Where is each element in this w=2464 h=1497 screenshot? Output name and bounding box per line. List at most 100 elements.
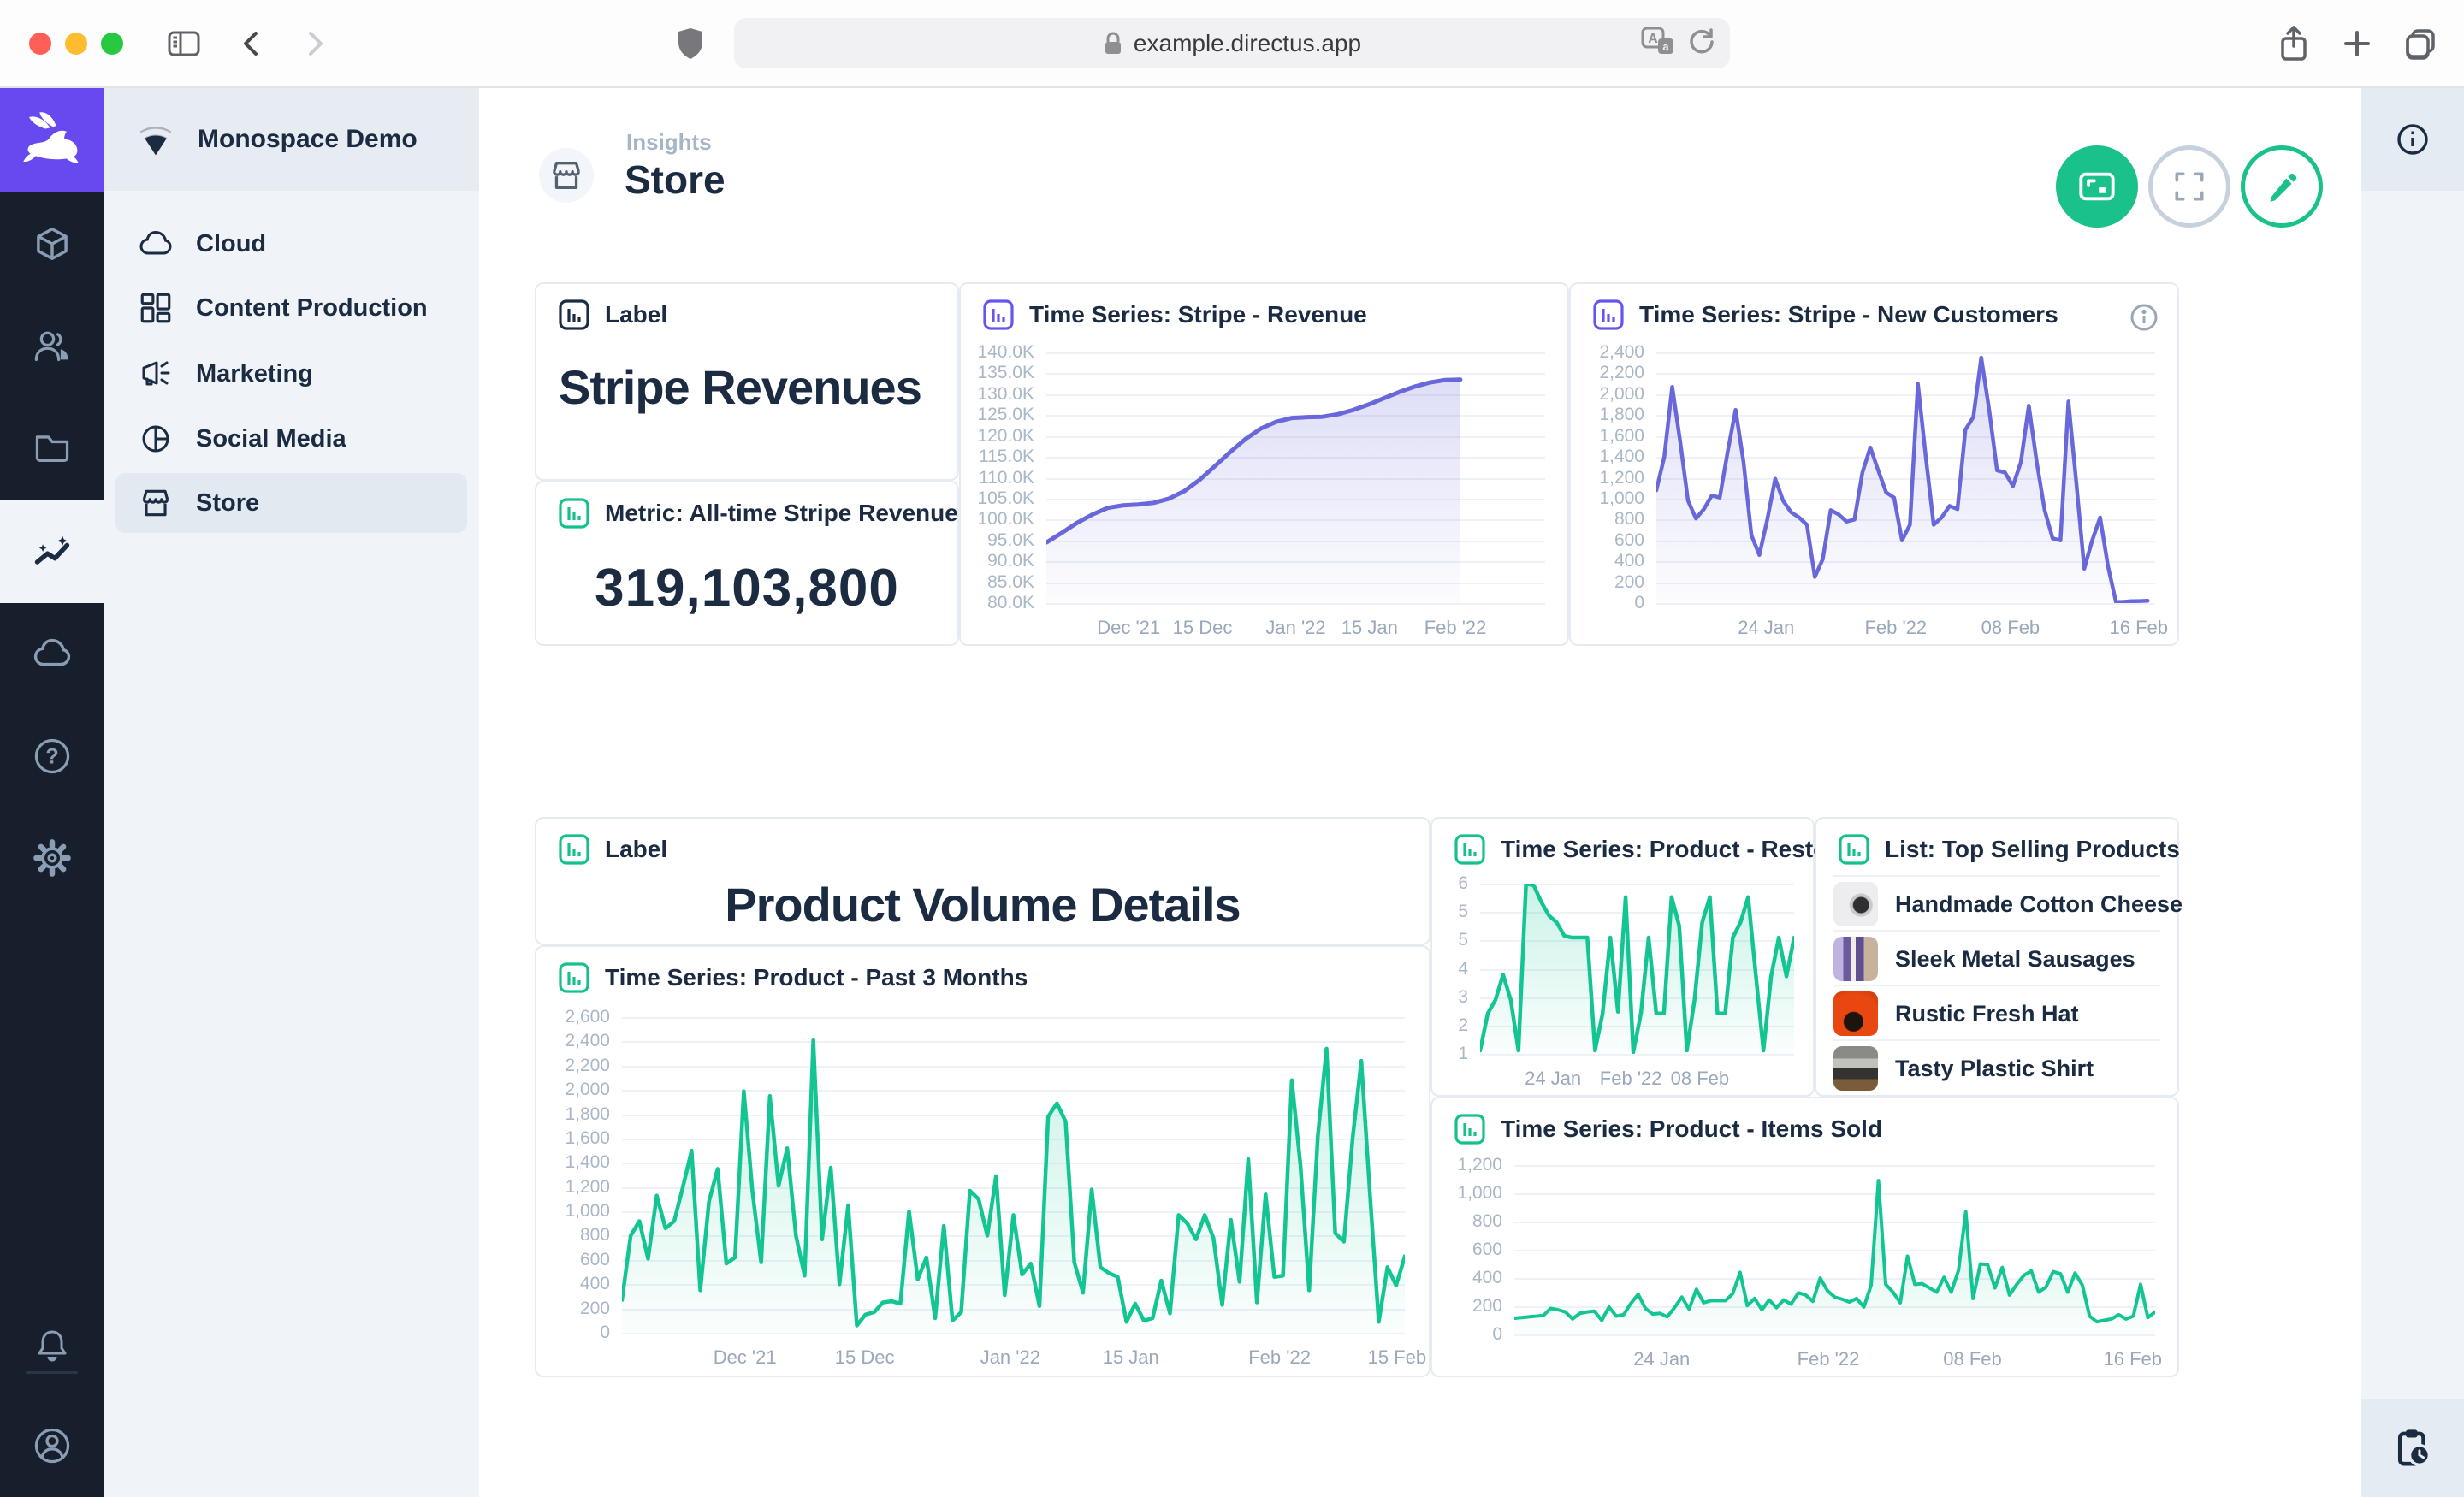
y-axis-label: 0 [1442, 1324, 1502, 1345]
present-button[interactable] [2056, 145, 2138, 228]
module-users[interactable] [0, 294, 104, 397]
y-axis-label: 200 [1442, 1296, 1502, 1317]
panel-ts-past-3-months[interactable]: Time Series: Product - Past 3 Months 2,6… [535, 945, 1430, 1377]
y-axis-label: 2,400 [550, 1031, 610, 1051]
module-bar: ? [0, 88, 104, 1497]
y-axis-label: 2,200 [1584, 363, 1644, 383]
share-icon[interactable] [2272, 22, 2315, 65]
panel-label-product[interactable]: Label Product Volume Details [535, 817, 1430, 945]
list-item[interactable]: Handmade Cotton Cheese [1833, 875, 2160, 932]
list-item[interactable]: Rustic Fresh Hat [1833, 985, 2160, 1041]
project-header[interactable]: Monospace Demo [104, 88, 479, 191]
y-axis-label: 5 [1408, 902, 1468, 922]
y-axis-label: 2,000 [550, 1080, 610, 1100]
panel-ts-restocks[interactable]: Time Series: Product - Restocks 65543212… [1430, 817, 1815, 1097]
sidebar-item-label: Store [196, 489, 259, 518]
bell-icon [33, 1326, 71, 1364]
x-axis-label: Feb '22 [1248, 1346, 1311, 1369]
panel-metric-revenues[interactable]: Metric: All-time Stripe Revenues 319,103… [535, 481, 959, 646]
items-sold-chart: 1,2001,000800600400200024 JanFeb '2208 F… [1446, 1158, 2160, 1370]
close-window-button[interactable] [29, 33, 51, 55]
activity-log-button[interactable] [2361, 1399, 2464, 1497]
gridline [1656, 603, 2155, 605]
lock-icon [1103, 31, 1123, 56]
y-axis-label: 0 [550, 1322, 610, 1343]
modbar-divider [26, 1371, 78, 1374]
x-axis-label: 15 Dec [835, 1346, 895, 1369]
x-axis-label: 08 Feb [1981, 617, 2040, 639]
new-tab-icon[interactable] [2336, 22, 2378, 65]
list-item[interactable]: Tasty Plastic Shirt [1833, 1039, 2160, 1096]
module-files[interactable] [0, 396, 104, 499]
back-icon[interactable] [231, 22, 274, 65]
url-bar[interactable]: example.directus.app Aa [734, 18, 1730, 68]
y-axis-label: 125.0K [974, 405, 1034, 425]
panel-icon [557, 496, 591, 530]
translate-icon[interactable]: Aa [1641, 27, 1675, 57]
panel-icon [557, 298, 591, 332]
module-content[interactable] [0, 192, 104, 295]
x-axis-label: 16 Feb [2104, 1348, 2163, 1370]
info-icon [2395, 121, 2431, 157]
sidebar-item-cloud[interactable]: Cloud [116, 214, 467, 274]
directus-logo[interactable] [0, 88, 104, 192]
shield-icon[interactable] [669, 22, 712, 65]
svg-text:A: A [1648, 32, 1658, 46]
panel-title: Label [605, 301, 667, 328]
reload-icon[interactable] [1687, 27, 1716, 56]
storefront-icon [138, 485, 174, 521]
y-axis-label: 130.0K [974, 384, 1034, 405]
x-axis-label: 08 Feb [1671, 1068, 1730, 1090]
edit-button[interactable] [2241, 145, 2323, 228]
notifications-button[interactable] [0, 1293, 104, 1396]
panel-list-top-selling[interactable]: List: Top Selling Products Handmade Cott… [1815, 817, 2179, 1097]
info-sidebar-button[interactable] [2361, 88, 2464, 191]
y-axis-label: 1,000 [1584, 488, 1644, 509]
zoom-window-button[interactable] [101, 33, 123, 55]
sidebar-item-social-media[interactable]: Social Media [116, 409, 467, 469]
y-axis-label: 115.0K [974, 447, 1034, 467]
panel-label-stripe[interactable]: Label Stripe Revenues [535, 282, 959, 481]
dashboard-main: Insights Store Label Stripe Revenues Met… [479, 88, 2361, 1497]
rabbit-icon [21, 109, 83, 171]
forward-icon[interactable] [293, 22, 335, 65]
restocks-chart: 655432124 JanFeb '2208 Feb [1442, 877, 1799, 1090]
panel-ts-revenue[interactable]: Time Series: Stripe - Revenue 140.0K135.… [959, 282, 1569, 646]
y-axis-label: 400 [550, 1274, 610, 1294]
panel-icon [557, 832, 591, 867]
panel-ts-new-customers[interactable]: Time Series: Stripe - New Customers 2,40… [1569, 282, 2179, 646]
user-menu-button[interactable] [0, 1394, 104, 1497]
y-axis-label: 1,400 [550, 1152, 610, 1173]
x-axis-label: Jan '22 [1265, 617, 1325, 639]
panel-info-icon[interactable] [2129, 303, 2159, 332]
x-axis-label: Dec '21 [714, 1346, 777, 1369]
sidebar-toggle-icon[interactable] [163, 22, 205, 65]
y-axis-label: 600 [1442, 1240, 1502, 1260]
y-axis-label: 400 [1442, 1268, 1502, 1288]
minimize-window-button[interactable] [65, 33, 87, 55]
x-axis-label: Feb '22 [1600, 1068, 1662, 1090]
fullscreen-button[interactable] [2148, 145, 2230, 228]
past-3-months-chart: 2,6002,4002,2002,0001,8001,6001,4001,200… [550, 1010, 1410, 1369]
panel-ts-items-sold[interactable]: Time Series: Product - Items Sold 1,2001… [1430, 1097, 2179, 1377]
tabs-icon[interactable] [2399, 22, 2442, 65]
module-cloud[interactable] [0, 602, 104, 705]
module-settings[interactable] [0, 807, 104, 909]
pencil-icon [2264, 169, 2300, 204]
sidebar-item-marketing[interactable]: Marketing [116, 344, 467, 404]
y-axis-label: 1,000 [1442, 1183, 1502, 1204]
y-axis-label: 2,200 [550, 1056, 610, 1076]
panel-title: Time Series: Product - Restocks [1501, 836, 1868, 863]
cloud-icon [138, 226, 174, 262]
panel-title: Time Series: Stripe - Revenue [1029, 301, 1367, 328]
sidebar-item-store[interactable]: Store [116, 473, 467, 533]
new-customers-chart: 2,4002,2002,0001,8001,6001,4001,2001,000… [1584, 346, 2160, 639]
module-insights-active[interactable] [0, 500, 104, 603]
list-item[interactable]: Sleek Metal Sausages [1833, 930, 2160, 986]
x-axis-label: 15 Feb [1368, 1346, 1427, 1369]
dashboard-avatar [539, 148, 594, 203]
module-help[interactable]: ? [0, 705, 104, 808]
y-axis-label: 100.0K [974, 509, 1034, 530]
sidebar-item-content-production[interactable]: Content Production [116, 278, 467, 338]
breadcrumb[interactable]: Insights [626, 129, 712, 156]
